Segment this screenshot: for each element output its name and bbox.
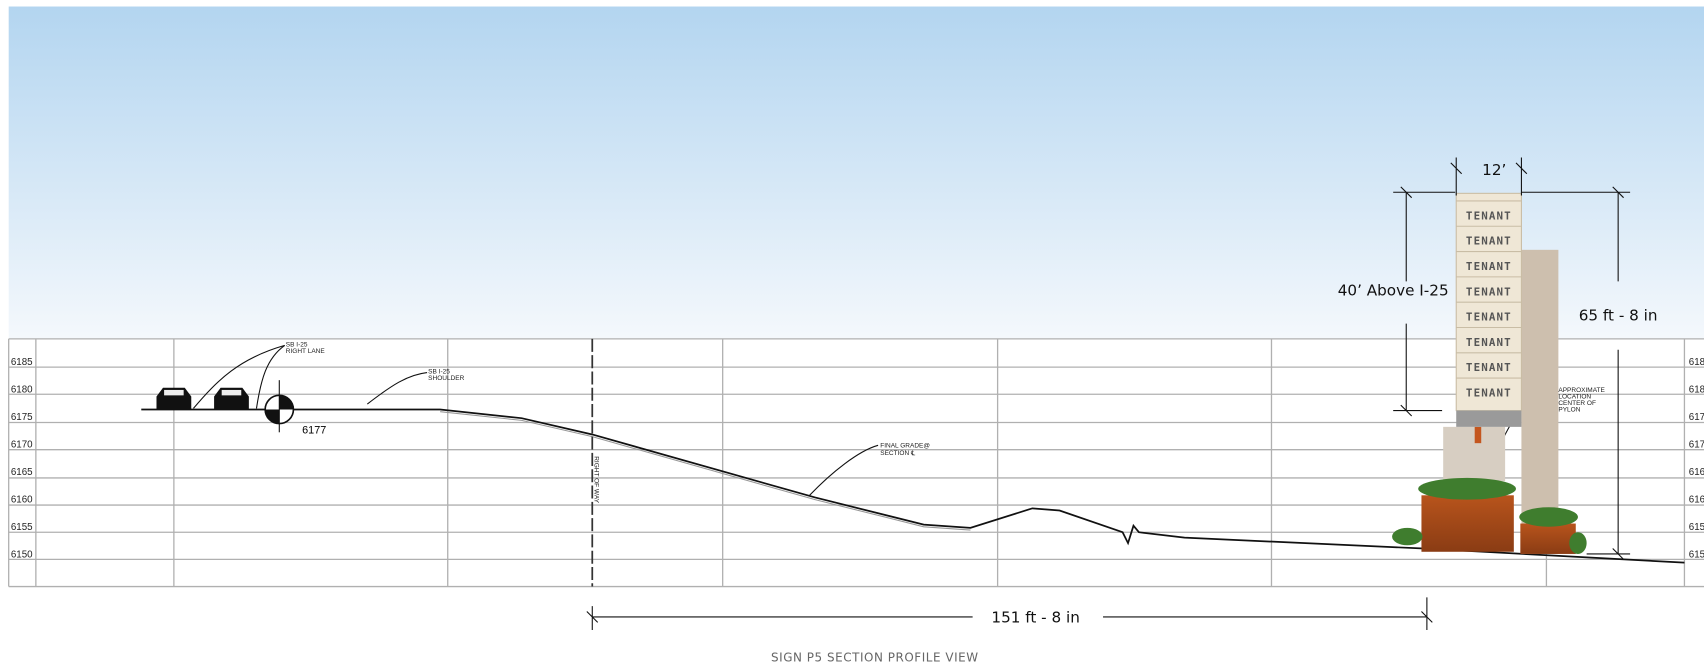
- tenant-panel: TENANT: [1466, 235, 1512, 248]
- tenant-panel: TENANT: [1466, 260, 1512, 273]
- elevation-label: 616: [1689, 467, 1704, 478]
- tenant-panel: TENANT: [1466, 387, 1512, 400]
- height-above-road: 40’ Above I-25: [1338, 281, 1449, 299]
- note-right-lane: SB I-25 RIGHT LANE: [286, 341, 326, 355]
- note-shoulder: SB I-25 SHOULDER: [428, 369, 464, 383]
- elevation-label: 615: [1689, 522, 1704, 533]
- note-final-grade: FINAL GRADE@ SECTION ℄: [880, 443, 930, 458]
- elevation-label: 6160: [11, 494, 33, 505]
- leaders: [193, 344, 1557, 496]
- elevation-grid: 6185 6180 6175 6170 6165 6160 6155 6150 618 618 61…: [8, 338, 1704, 588]
- planter: [1421, 495, 1514, 552]
- grade-marker: [264, 380, 295, 433]
- elevation-label: 617: [1689, 439, 1704, 450]
- ground-shadow: [440, 411, 971, 531]
- note-pylon: APPROXIMATE LOCATION CENTER OF PYLON: [1558, 387, 1605, 414]
- elevation-label: 616: [1689, 494, 1704, 505]
- elevation-label: 617: [1689, 412, 1704, 423]
- elevation-label: 6185: [11, 357, 33, 368]
- elevation-label: 6175: [11, 412, 33, 423]
- distance: 151 ft - 8 in: [991, 608, 1079, 626]
- elevation-label: 6165: [11, 467, 33, 478]
- tenant-panel: TENANT: [1466, 285, 1512, 298]
- tenant-panel: TENANT: [1466, 209, 1512, 222]
- tenant-panel: TENANT: [1466, 336, 1512, 349]
- elevation-label: 6155: [11, 522, 33, 533]
- tenant-panels: TENANT TENANT TENANT TENANT TENANT TENANT TENA…: [1456, 200, 1522, 400]
- dimension-lines: [586, 157, 1631, 630]
- stone-column: [1521, 249, 1559, 554]
- base-accent: [1474, 426, 1482, 444]
- tenant-panel: TENANT: [1466, 361, 1512, 374]
- total-height: 65 ft - 8 in: [1579, 306, 1658, 324]
- right-of-way-label: RIGHT OF WAY: [592, 456, 599, 503]
- shrubs: [1392, 477, 1587, 554]
- sky: [8, 6, 1704, 339]
- elevation-label: 6180: [11, 384, 33, 395]
- grade-point-label: 6177: [302, 424, 326, 436]
- elevation-label: 6150: [11, 549, 33, 560]
- sign-width: 12’: [1482, 161, 1506, 179]
- elevation-label: 6170: [11, 439, 33, 450]
- elevation-label: 615: [1689, 549, 1704, 560]
- sign-band: [1456, 410, 1522, 427]
- elevation-label: 618: [1689, 357, 1704, 368]
- caption: SIGN P5 SECTION PROFILE VIEW: [771, 650, 979, 664]
- cars: [156, 387, 249, 410]
- elevation-label: 618: [1689, 384, 1704, 395]
- ground-profile: [141, 408, 1685, 564]
- planter: [1520, 523, 1576, 554]
- sign-base: [1443, 426, 1506, 482]
- tenant-panel: TENANT: [1466, 311, 1512, 324]
